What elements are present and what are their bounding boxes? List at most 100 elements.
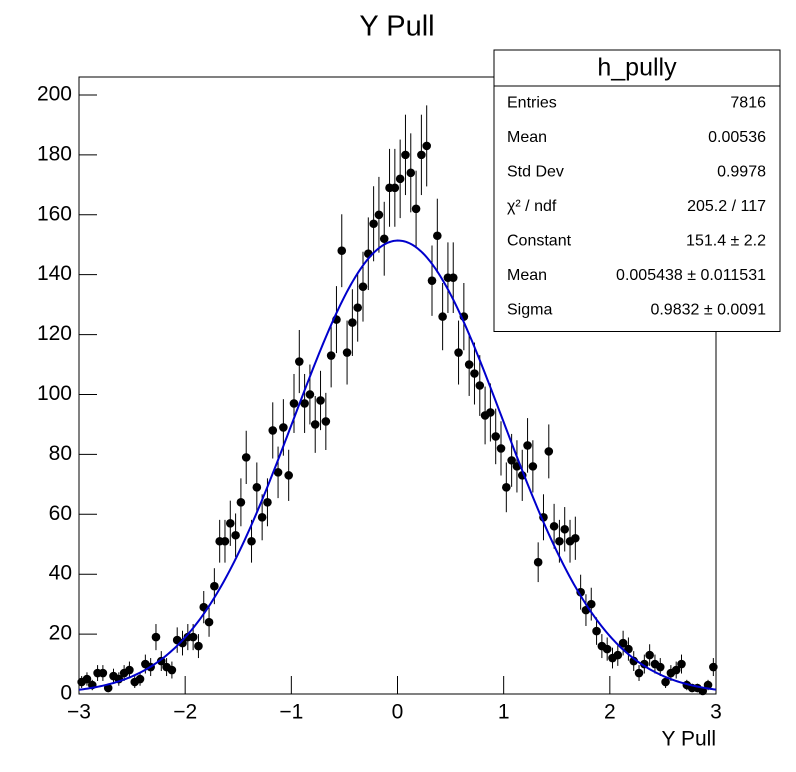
data-point <box>549 503 559 549</box>
data-point <box>369 186 378 262</box>
marker <box>279 423 288 432</box>
marker <box>496 444 506 453</box>
marker <box>411 204 421 214</box>
y-tick-label: 60 <box>49 502 72 525</box>
marker <box>316 396 325 405</box>
marker <box>364 249 373 259</box>
data-point <box>496 421 506 476</box>
marker <box>225 518 235 528</box>
data-point <box>602 637 612 661</box>
marker <box>422 141 431 151</box>
marker <box>549 521 559 531</box>
data-point <box>220 519 230 563</box>
y-tick-label: 40 <box>49 562 72 585</box>
marker <box>592 626 601 636</box>
fit-curve <box>78 239 717 691</box>
data-point <box>337 214 347 288</box>
stats-label: Mean <box>507 267 547 284</box>
data-point <box>326 323 336 388</box>
y-tick-label: 120 <box>37 322 72 345</box>
data-point <box>342 320 352 385</box>
x-tick-label: −3 <box>67 701 91 724</box>
marker <box>454 348 463 357</box>
data-point <box>671 661 681 679</box>
data-point <box>353 273 362 342</box>
x-tick-label: −2 <box>173 701 197 724</box>
data-point <box>634 665 644 681</box>
marker <box>247 536 256 546</box>
marker <box>300 399 309 408</box>
marker <box>544 447 554 456</box>
data-point <box>236 478 246 527</box>
stats-label: Std Dev <box>507 163 564 180</box>
data-point <box>252 462 262 513</box>
stats-title: h_pully <box>597 54 677 82</box>
marker <box>252 483 262 492</box>
y-tick-label: 180 <box>37 142 72 165</box>
y-tick-label: 200 <box>37 83 72 106</box>
marker <box>210 581 219 591</box>
marker <box>401 150 410 160</box>
marker <box>257 512 267 522</box>
data-point <box>390 148 400 227</box>
data-point <box>491 408 501 465</box>
marker <box>305 390 315 399</box>
marker <box>618 638 628 648</box>
marker <box>576 587 585 597</box>
marker <box>671 665 681 675</box>
marker <box>151 632 161 642</box>
marker <box>528 462 538 471</box>
data-point <box>241 430 251 485</box>
marker <box>82 674 92 684</box>
data-point <box>310 396 320 453</box>
data-point <box>395 139 405 219</box>
data-point <box>645 644 654 666</box>
data-point <box>655 658 665 677</box>
marker <box>310 420 320 429</box>
marker <box>491 432 501 441</box>
marker <box>358 282 368 291</box>
data-point <box>300 373 309 433</box>
data-point <box>194 634 203 659</box>
marker <box>502 483 511 492</box>
stats-label: Constant <box>507 232 572 249</box>
x-tick-label: 2 <box>604 701 616 724</box>
data-point <box>289 373 299 433</box>
marker <box>655 662 665 672</box>
marker <box>98 668 108 678</box>
data-point <box>571 516 580 560</box>
data-point <box>433 198 442 273</box>
data-point <box>486 383 495 442</box>
marker <box>438 312 447 321</box>
marker <box>204 617 214 627</box>
data-point <box>677 654 686 674</box>
data-point <box>178 630 187 656</box>
marker <box>571 533 580 543</box>
marker <box>470 369 479 378</box>
stats-label: Sigma <box>507 301 552 318</box>
marker <box>289 399 299 408</box>
data-point <box>475 355 485 416</box>
data-point <box>709 658 718 677</box>
x-axis-label: Y Pull <box>662 728 716 751</box>
chart-title: Y Pull <box>359 11 434 43</box>
marker <box>374 210 384 220</box>
stats-value: 151.4 ± 2.2 <box>686 232 766 249</box>
stats-label: Entries <box>507 94 557 111</box>
marker <box>321 417 331 426</box>
marker <box>326 351 336 360</box>
marker <box>613 650 623 660</box>
y-tick-label: 20 <box>49 622 72 645</box>
marker <box>395 174 405 184</box>
marker <box>188 632 198 642</box>
data-point <box>586 587 596 621</box>
marker <box>125 665 134 675</box>
x-tick-label: 0 <box>392 701 404 724</box>
marker <box>294 357 304 366</box>
marker <box>433 231 442 241</box>
data-point <box>613 644 623 666</box>
data-point <box>316 370 325 431</box>
marker <box>560 524 570 534</box>
marker <box>241 453 251 462</box>
